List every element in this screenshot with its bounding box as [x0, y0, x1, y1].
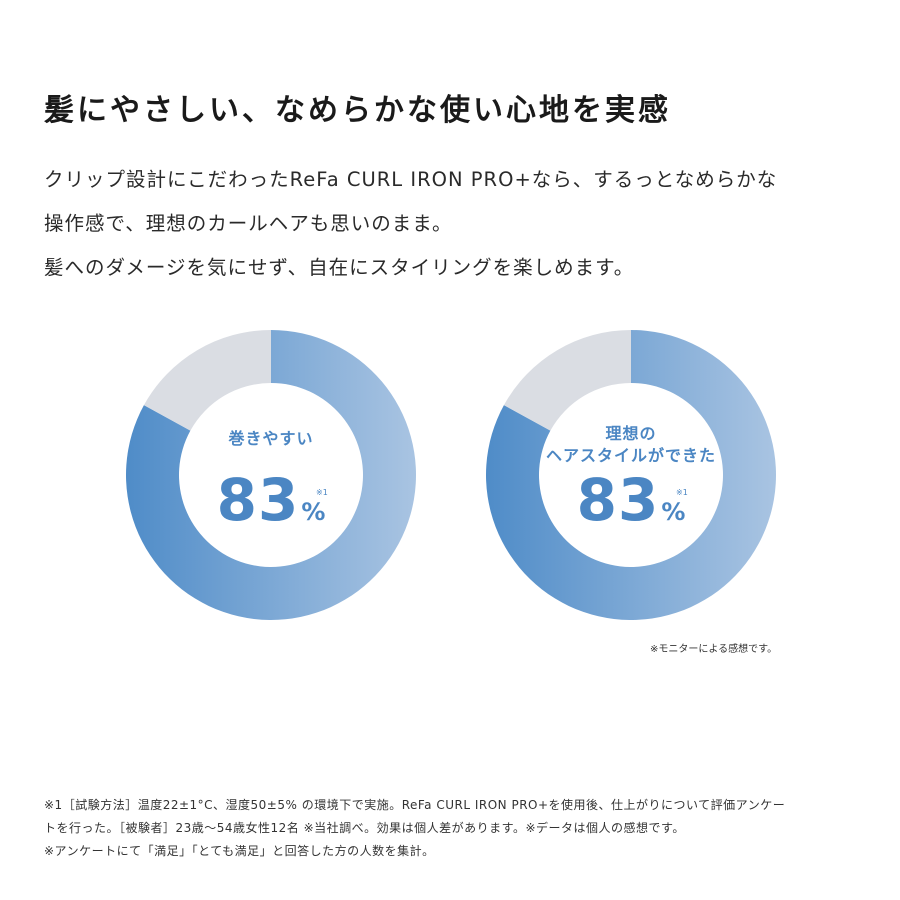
donut-label: 巻きやすい: [106, 428, 436, 450]
donut-label-line: 巻きやすい: [228, 429, 314, 448]
donut-value: 83% ※1: [106, 470, 436, 530]
donut-slice-remainder: [503, 330, 631, 431]
value-unit: %: [661, 498, 686, 526]
value-footnote-mark: ※1: [316, 488, 328, 497]
donut-slice-value: [486, 330, 776, 620]
body-line: クリップ設計にこだわったReFa CURL IRON PRO+なら、するっとなめ…: [44, 168, 778, 191]
body-line: 髪へのダメージを気にせず、自在にスタイリングを楽しめます。: [44, 256, 635, 279]
donut-slice-remainder: [143, 330, 271, 431]
headline: 髪にやさしい、なめらかな使い心地を実感: [44, 93, 671, 128]
value-number: 83: [576, 466, 660, 534]
monitor-note: ※モニターによる感想です。: [650, 644, 778, 655]
donut-charts: 巻きやすい 83% ※1 理想の ヘアスタイルができた 83% ※1: [0, 310, 900, 640]
body-text: クリップ設計にこだわったReFa CURL IRON PRO+なら、するっとなめ…: [44, 158, 864, 290]
donut-center: 理想の ヘアスタイルができた 83% ※1: [466, 310, 796, 640]
donut-svg: [486, 330, 776, 620]
value-footnote-mark: ※1: [676, 488, 688, 497]
donut-slice-value: [126, 330, 416, 620]
footnote-line: ※アンケートにて「満足」「とても満足」と回答した方の人数を集計。: [44, 844, 435, 858]
footnote: ※1［試験方法］温度22±1°C、湿度50±5% の環境下で実施。ReFa CU…: [44, 794, 874, 863]
donut-label-line: 理想の: [605, 424, 657, 443]
footnote-line: ※1［試験方法］温度22±1°C、湿度50±5% の環境下で実施。ReFa CU…: [44, 798, 786, 812]
donut-chart-easy-curl: 巻きやすい 83% ※1: [106, 310, 436, 640]
footnote-line: トを行った。［被験者］23歳〜54歳女性12名 ※当社調べ。効果は個人差がありま…: [44, 821, 685, 835]
donut-chart-ideal-style: 理想の ヘアスタイルができた 83% ※1: [466, 310, 796, 640]
donut-label-line: ヘアスタイルができた: [545, 446, 716, 465]
value-unit: %: [301, 498, 326, 526]
donut-svg: [126, 330, 416, 620]
donut-center: 巻きやすい 83% ※1: [106, 310, 436, 640]
value-number: 83: [216, 466, 300, 534]
body-line: 操作感で、理想のカールヘアも思いのまま。: [44, 212, 453, 235]
donut-value: 83% ※1: [466, 470, 796, 530]
donut-label: 理想の ヘアスタイルができた: [466, 423, 796, 467]
